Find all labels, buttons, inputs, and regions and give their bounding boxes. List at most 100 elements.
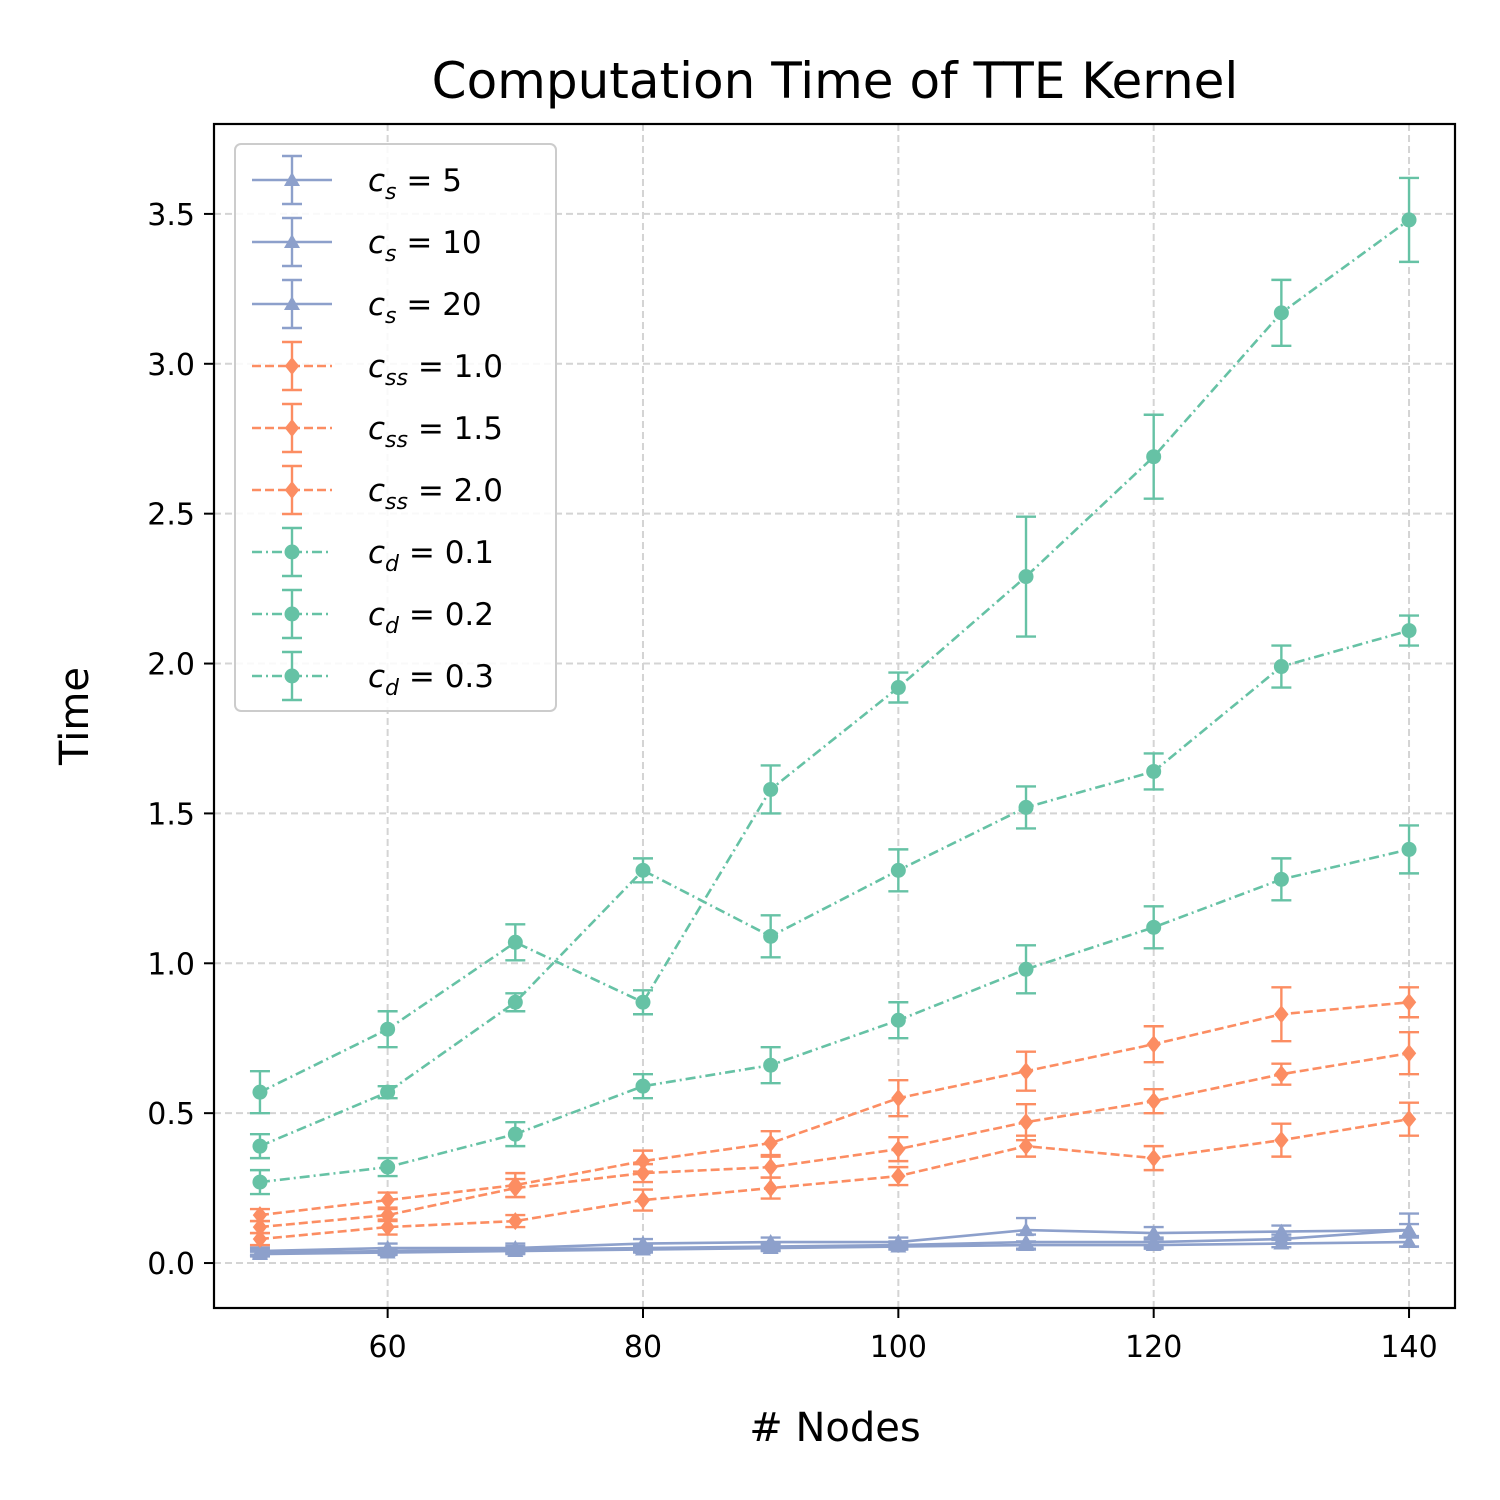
series-c-ss-2-0 xyxy=(249,1101,1420,1249)
legend-entry: cd = 0.3 xyxy=(252,650,494,702)
series-line xyxy=(259,1228,1410,1254)
legend-label: cs = 10 xyxy=(368,225,482,267)
data-point xyxy=(763,1134,778,1153)
data-point xyxy=(1401,623,1417,639)
legend-marker xyxy=(284,668,300,684)
data-point xyxy=(507,934,523,950)
legend-entry: cs = 20 xyxy=(252,278,482,330)
data-point xyxy=(1273,871,1289,887)
legend-marker xyxy=(284,357,300,375)
data-point xyxy=(635,994,651,1010)
legend-marker xyxy=(284,419,300,437)
data-point xyxy=(380,1084,396,1100)
series-c-d-0-2 xyxy=(249,614,1420,1160)
data-point xyxy=(251,1246,268,1261)
data-point xyxy=(507,1126,523,1142)
data-point xyxy=(508,1179,523,1198)
data-point xyxy=(1401,1222,1418,1237)
legend-label: cd = 0.1 xyxy=(368,535,494,577)
data-point xyxy=(763,1057,779,1073)
legend-marker xyxy=(284,606,300,622)
data-point xyxy=(1018,961,1034,977)
data-point xyxy=(252,1230,268,1249)
data-point xyxy=(891,1089,906,1108)
series-c-ss-1-5 xyxy=(249,1031,1420,1237)
legend-entry: cd = 0.1 xyxy=(252,526,494,578)
series-line xyxy=(259,1117,1410,1241)
data-point xyxy=(380,1191,395,1210)
data-point xyxy=(1145,1225,1162,1240)
y-tick-label: 1.5 xyxy=(147,797,195,832)
data-point xyxy=(891,1167,906,1186)
data-point xyxy=(634,1241,651,1256)
data-point xyxy=(1018,1062,1034,1081)
y-axis-label: Time xyxy=(52,667,98,766)
data-point xyxy=(252,1206,268,1225)
data-point xyxy=(1145,1237,1162,1252)
legend-label: cd = 0.2 xyxy=(368,597,494,639)
y-tick-label: 2.0 xyxy=(147,648,195,683)
data-point xyxy=(1401,993,1417,1012)
plot-series xyxy=(249,176,1420,1261)
legend-marker xyxy=(284,481,300,499)
series-line xyxy=(259,629,1410,1148)
series-c-s-20 xyxy=(249,1234,1420,1261)
legend: cs = 5 cs = 10 cs = 20 css = 1.0 css = 1.5 cs… xyxy=(234,143,557,712)
data-point xyxy=(635,1152,651,1171)
legend-entry: cd = 0.2 xyxy=(252,588,494,640)
x-tick-label: 80 xyxy=(624,1330,662,1365)
data-point xyxy=(1146,1035,1161,1054)
y-tick-label: 1.0 xyxy=(147,947,195,982)
data-point xyxy=(891,1140,906,1159)
x-tick-label: 100 xyxy=(870,1330,927,1365)
data-point xyxy=(1018,569,1034,585)
data-point xyxy=(763,1158,778,1177)
series-line xyxy=(259,848,1410,1184)
data-point xyxy=(1274,1065,1289,1084)
data-point xyxy=(1273,1235,1290,1250)
data-point xyxy=(763,928,779,944)
data-point xyxy=(252,1218,268,1237)
data-point xyxy=(1274,1005,1289,1024)
legend-label: css = 1.0 xyxy=(368,349,503,391)
data-point xyxy=(1018,1113,1034,1132)
x-tick-label: 60 xyxy=(369,1330,407,1365)
chart-title: Computation Time of TTE Kernel xyxy=(432,52,1239,110)
legend-label: cs = 20 xyxy=(368,287,482,329)
legend-label: cd = 0.3 xyxy=(368,659,494,701)
y-tick-label: 0.5 xyxy=(147,1097,195,1132)
data-point xyxy=(1146,919,1162,935)
data-point xyxy=(379,1244,396,1259)
data-point xyxy=(762,1240,779,1255)
data-point xyxy=(763,781,779,797)
y-tick-label: 0.0 xyxy=(147,1247,195,1282)
grid xyxy=(214,124,1455,1308)
series-line xyxy=(259,218,1410,1094)
plot-frame xyxy=(212,122,1457,1310)
legend-marker xyxy=(284,172,300,186)
data-point xyxy=(1146,1149,1161,1168)
x-axis: 60 80 100 120 140 xyxy=(369,1308,1438,1365)
data-point xyxy=(252,1084,268,1100)
data-point xyxy=(1401,1110,1417,1129)
series-line xyxy=(259,1228,1410,1253)
legend-entry: css = 1.0 xyxy=(252,340,503,392)
data-point xyxy=(1146,763,1162,779)
data-point xyxy=(508,1212,523,1231)
data-point xyxy=(507,1243,524,1258)
series-c-d-0-1 xyxy=(249,824,1420,1196)
legend-entry: css = 2.0 xyxy=(252,464,503,516)
data-point xyxy=(890,1012,906,1028)
legend-label: cs = 5 xyxy=(368,163,462,205)
legend-entry: cs = 10 xyxy=(252,216,482,268)
data-point xyxy=(380,1021,396,1037)
series-line xyxy=(259,1000,1410,1217)
y-tick-label: 2.5 xyxy=(147,498,195,533)
legend-entry: css = 1.5 xyxy=(252,402,503,454)
data-point xyxy=(890,862,906,878)
data-point xyxy=(1018,799,1034,815)
series-line xyxy=(259,1240,1410,1256)
data-point xyxy=(252,1174,268,1190)
